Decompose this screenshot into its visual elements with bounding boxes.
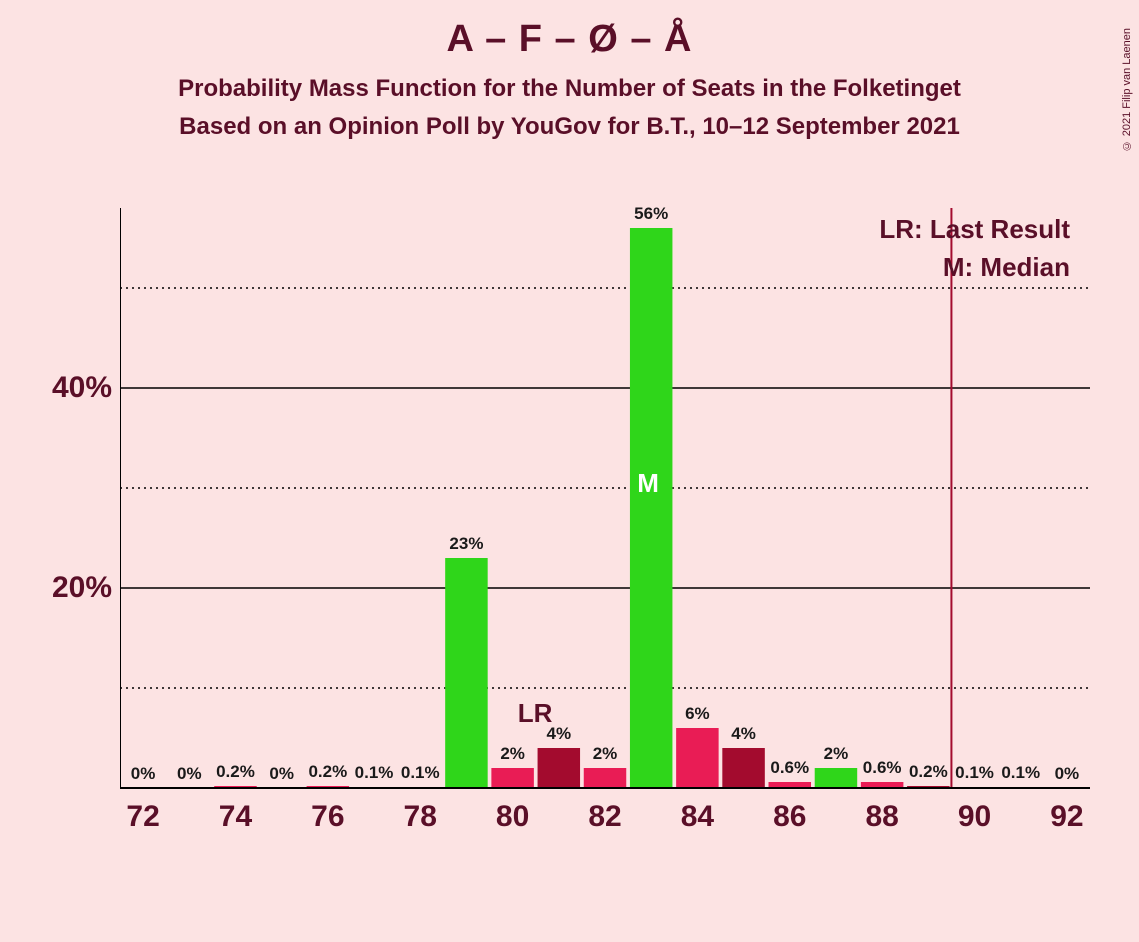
x-tick-label: 76 (311, 800, 344, 834)
x-tick-label: 80 (496, 800, 529, 834)
x-tick-label: 74 (219, 800, 252, 834)
x-tick-label: 86 (773, 800, 806, 834)
y-tick-label: 40% (52, 371, 112, 405)
bar-value-label: 0.6% (770, 758, 809, 778)
chart-subtitle-1: Probability Mass Function for the Number… (0, 75, 1139, 103)
copyright-text: © 2021 Filip van Laenen (1121, 28, 1133, 151)
bar-value-label: 0.2% (308, 762, 347, 782)
x-tick-label: 88 (865, 800, 898, 834)
bar-value-label: 56% (634, 204, 668, 224)
x-tick-label: 90 (958, 800, 991, 834)
bar-value-label: 0.1% (401, 763, 440, 783)
bar-value-label: 0.1% (355, 763, 394, 783)
bar-value-label: 0% (177, 764, 202, 784)
legend-m: M: Median (943, 252, 1070, 283)
x-tick-label: 84 (681, 800, 714, 834)
legend-lr: LR: Last Result (879, 214, 1070, 245)
bar-value-label: 4% (731, 724, 756, 744)
x-tick-label: 78 (404, 800, 437, 834)
median-marker-label: M (637, 468, 659, 499)
bar-value-label: 0% (131, 764, 156, 784)
bar-value-label: 2% (500, 744, 525, 764)
bar-value-label: 0.1% (1001, 763, 1040, 783)
bar-value-label: 2% (824, 744, 849, 764)
bar-value-label: 0.2% (216, 762, 255, 782)
bar-value-label: 0.6% (863, 758, 902, 778)
bar-value-label: 0.1% (955, 763, 994, 783)
bar-value-label: 6% (685, 704, 710, 724)
chart-subtitle-2: Based on an Opinion Poll by YouGov for B… (0, 113, 1139, 141)
bar-value-label: 2% (593, 744, 618, 764)
y-tick-label: 20% (52, 571, 112, 605)
bar-value-label: 0% (1055, 764, 1080, 784)
chart-title: A – F – Ø – Å (0, 18, 1139, 61)
bar-value-label: 0% (269, 764, 294, 784)
bar-value-label: 23% (449, 534, 483, 554)
x-tick-label: 82 (588, 800, 621, 834)
lr-marker-label: LR (518, 698, 553, 729)
chart-area: 0%0%0.2%0%0.2%0.1%0.1%23%2%4%2%56%6%4%0.… (120, 208, 1100, 838)
bar-value-label: 0.2% (909, 762, 948, 782)
x-tick-label: 72 (126, 800, 159, 834)
x-tick-label: 92 (1050, 800, 1083, 834)
